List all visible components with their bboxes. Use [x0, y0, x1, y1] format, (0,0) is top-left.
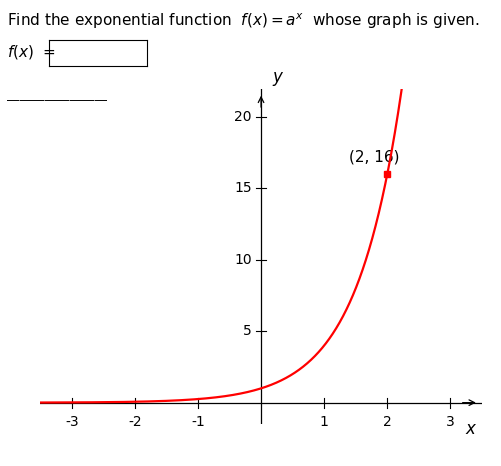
- Text: 10: 10: [233, 253, 251, 267]
- Text: 3: 3: [445, 416, 454, 430]
- Text: 5: 5: [242, 324, 251, 338]
- Text: -2: -2: [128, 416, 141, 430]
- Text: (2, 16): (2, 16): [349, 149, 399, 164]
- Text: 1: 1: [319, 416, 328, 430]
- Text: ――――――――: ――――――――: [7, 94, 106, 107]
- Text: -3: -3: [65, 416, 78, 430]
- Text: 2: 2: [382, 416, 391, 430]
- Text: y: y: [272, 68, 282, 86]
- Text: -1: -1: [191, 416, 204, 430]
- Text: Find the exponential function  $f(x) = a^x$  whose graph is given.: Find the exponential function $f(x) = a^…: [7, 12, 478, 31]
- Text: 15: 15: [233, 181, 251, 195]
- Text: x: x: [465, 420, 474, 438]
- Text: $f(x)$  =: $f(x)$ =: [7, 43, 56, 61]
- Text: 20: 20: [233, 110, 251, 124]
